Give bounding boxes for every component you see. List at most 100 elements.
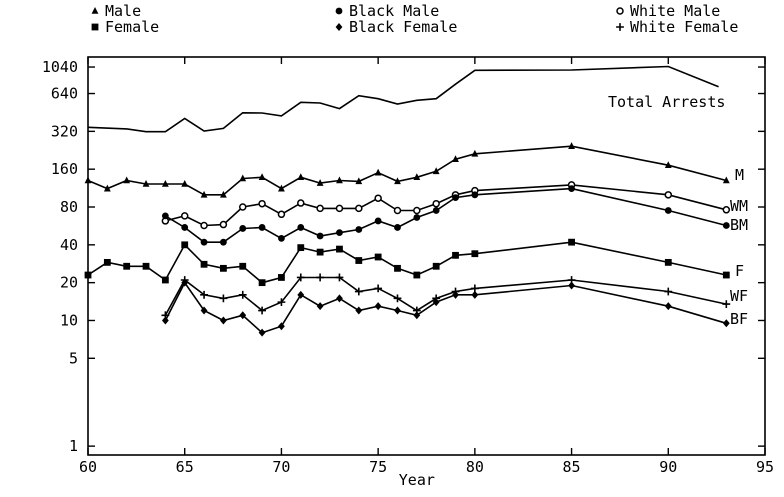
data-point [239, 174, 247, 182]
circle-icon [616, 7, 624, 15]
y-tick-label: 1 [69, 437, 78, 455]
data-point [355, 306, 363, 315]
data-point [355, 257, 363, 264]
data-point [355, 177, 363, 185]
y-tick-label: 160 [51, 160, 78, 178]
data-point [316, 302, 324, 311]
data-point [568, 281, 575, 290]
data-point [316, 232, 324, 240]
data-point [664, 302, 672, 311]
data-point [278, 184, 285, 192]
data-point [297, 290, 305, 299]
data-point [316, 273, 325, 282]
data-point [336, 294, 343, 303]
y-tick-label: 640 [51, 85, 78, 103]
data-point [393, 206, 402, 215]
data-point [200, 306, 208, 315]
legend-label: Black Male [349, 2, 439, 20]
data-point [355, 226, 363, 233]
data-point [278, 322, 285, 331]
data-point [471, 149, 479, 157]
data-point [296, 273, 305, 282]
diamond-icon [335, 23, 343, 31]
data-point [258, 224, 266, 231]
data-point [220, 190, 227, 198]
x-tick-label: 90 [659, 458, 677, 476]
y-tick-label: 20 [60, 274, 78, 292]
data-point [664, 207, 672, 214]
data-point [664, 258, 672, 266]
series-label: M [735, 166, 744, 184]
data-point [103, 258, 111, 266]
data-point [239, 262, 247, 270]
data-point [664, 191, 673, 199]
series-line [87, 65, 719, 133]
series-line [87, 241, 727, 284]
data-point [238, 203, 247, 211]
data-point [258, 199, 266, 208]
series-m [84, 142, 730, 198]
data-point [568, 142, 575, 149]
x-tick-label: 80 [466, 458, 484, 476]
series-line [164, 281, 727, 334]
data-point [84, 176, 92, 184]
y-tick-label: 80 [60, 198, 78, 216]
data-point [181, 278, 189, 287]
data-point [161, 316, 169, 325]
legend-entry: White Male [616, 2, 720, 20]
data-point [258, 173, 266, 181]
data-point [239, 225, 247, 232]
dot-icon [335, 7, 343, 15]
legend-label: Male [105, 2, 141, 20]
data-point [220, 316, 227, 325]
legend-label: Black Female [349, 18, 457, 36]
series-label: BF [730, 310, 748, 328]
data-point [200, 221, 208, 230]
data-point [181, 241, 189, 249]
data-point [374, 284, 383, 293]
data-point [142, 262, 150, 270]
data-point [220, 238, 227, 246]
data-point [336, 176, 343, 184]
data-point [568, 185, 575, 193]
data-point [394, 264, 401, 272]
legend-entry: Male [91, 2, 141, 20]
series-label: WM [730, 197, 748, 215]
square-icon [91, 23, 99, 31]
data-point [432, 207, 440, 214]
data-point [664, 287, 673, 296]
data-point [432, 199, 440, 208]
data-point [471, 290, 479, 299]
data-point [297, 224, 305, 231]
data-point [336, 245, 343, 253]
series-f [84, 238, 730, 287]
data-point [413, 173, 421, 181]
series-line [164, 276, 727, 316]
y-tick-label: 5 [69, 349, 78, 367]
data-point [374, 168, 382, 176]
data-point [316, 204, 324, 213]
data-point [277, 298, 286, 307]
legend-label: Female [105, 18, 159, 36]
data-point [161, 179, 169, 187]
x-tick-label: 65 [176, 458, 194, 476]
data-point [219, 294, 228, 303]
plus-icon [616, 23, 624, 31]
data-point [432, 262, 440, 270]
series-label: Total Arrests [608, 93, 725, 111]
data-point [722, 300, 731, 309]
data-point [452, 251, 459, 259]
data-point [297, 244, 305, 252]
data-point [374, 194, 382, 202]
data-point [277, 210, 286, 219]
data-point [161, 212, 169, 220]
series-label: BM [730, 216, 748, 234]
data-point [200, 290, 208, 299]
data-point [722, 206, 731, 214]
data-point [258, 306, 266, 315]
x-axis-title: Year [399, 471, 435, 489]
series-total-arrests [87, 65, 719, 133]
triangle-icon [91, 7, 99, 14]
data-point [374, 302, 382, 311]
